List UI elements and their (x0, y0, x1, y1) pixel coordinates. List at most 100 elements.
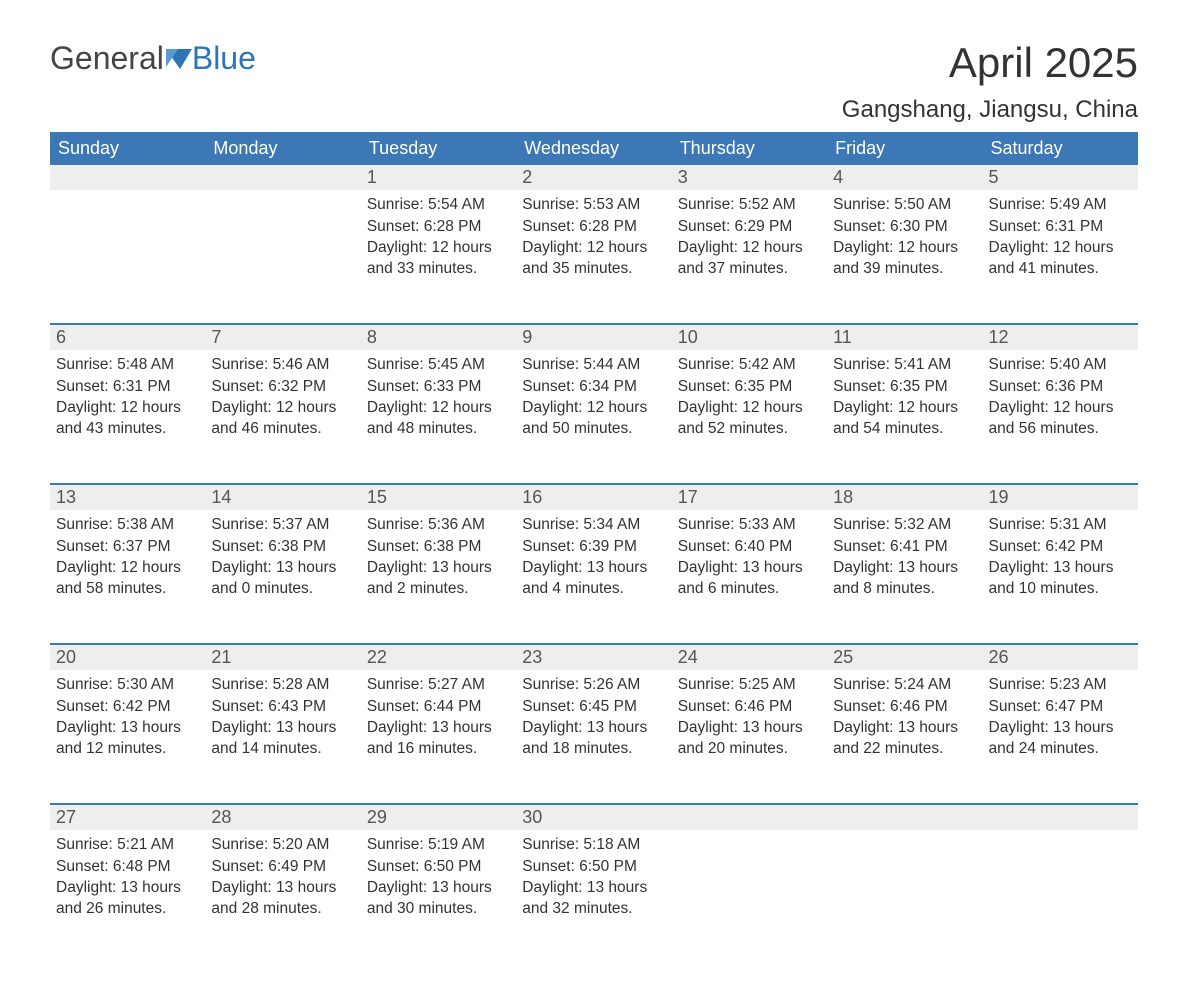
day-content-cell: Sunrise: 5:38 AMSunset: 6:37 PMDaylight:… (50, 510, 205, 644)
day-number-cell: 11 (827, 324, 982, 350)
day-content-cell: Sunrise: 5:25 AMSunset: 6:46 PMDaylight:… (672, 670, 827, 804)
daylight-line-2: and 39 minutes. (833, 258, 976, 279)
sunrise-line: Sunrise: 5:42 AM (678, 354, 821, 375)
sunset-line: Sunset: 6:28 PM (522, 216, 665, 237)
sunset-line: Sunset: 6:33 PM (367, 376, 510, 397)
daylight-line-2: and 46 minutes. (211, 418, 354, 439)
day-content-cell: Sunrise: 5:34 AMSunset: 6:39 PMDaylight:… (516, 510, 671, 644)
daylight-line-2: and 28 minutes. (211, 898, 354, 919)
daylight-line-2: and 30 minutes. (367, 898, 510, 919)
sunset-line: Sunset: 6:38 PM (367, 536, 510, 557)
sunset-line: Sunset: 6:28 PM (367, 216, 510, 237)
day-number-cell: 18 (827, 484, 982, 510)
day-number-cell (50, 165, 205, 190)
week-content-row: Sunrise: 5:54 AMSunset: 6:28 PMDaylight:… (50, 190, 1138, 324)
day-number: 17 (678, 487, 698, 507)
day-number-cell: 25 (827, 644, 982, 670)
day-number-cell: 21 (205, 644, 360, 670)
sunrise-line: Sunrise: 5:25 AM (678, 674, 821, 695)
daylight-line-1: Daylight: 13 hours (833, 557, 976, 578)
daylight-line-2: and 0 minutes. (211, 578, 354, 599)
daylight-line-2: and 41 minutes. (989, 258, 1132, 279)
sunset-line: Sunset: 6:44 PM (367, 696, 510, 717)
logo: General Blue (50, 40, 256, 77)
daylight-line-2: and 4 minutes. (522, 578, 665, 599)
daylight-line-2: and 26 minutes. (56, 898, 199, 919)
day-number-cell: 26 (983, 644, 1138, 670)
daylight-line-1: Daylight: 12 hours (522, 397, 665, 418)
daylight-line-1: Daylight: 12 hours (367, 237, 510, 258)
day-content-cell: Sunrise: 5:37 AMSunset: 6:38 PMDaylight:… (205, 510, 360, 644)
day-number: 10 (678, 327, 698, 347)
page-header: General Blue April 2025 Gangshang, Jiang… (50, 40, 1138, 124)
week-number-row: 12345 (50, 165, 1138, 190)
logo-flag-icon (166, 40, 192, 77)
day-content-cell (983, 830, 1138, 964)
day-header: Monday (205, 132, 360, 165)
day-number: 21 (211, 647, 231, 667)
day-content-cell: Sunrise: 5:46 AMSunset: 6:32 PMDaylight:… (205, 350, 360, 484)
daylight-line-1: Daylight: 12 hours (833, 237, 976, 258)
daylight-line-2: and 8 minutes. (833, 578, 976, 599)
page-subtitle: Gangshang, Jiangsu, China (842, 96, 1138, 124)
day-content-cell (205, 190, 360, 324)
sunset-line: Sunset: 6:40 PM (678, 536, 821, 557)
day-number: 27 (56, 807, 76, 827)
sunset-line: Sunset: 6:50 PM (367, 856, 510, 877)
daylight-line-2: and 16 minutes. (367, 738, 510, 759)
sunset-line: Sunset: 6:37 PM (56, 536, 199, 557)
day-number-cell: 14 (205, 484, 360, 510)
day-number: 24 (678, 647, 698, 667)
day-content-cell: Sunrise: 5:19 AMSunset: 6:50 PMDaylight:… (361, 830, 516, 964)
day-number-cell (827, 804, 982, 830)
day-number: 5 (989, 167, 999, 187)
sunrise-line: Sunrise: 5:40 AM (989, 354, 1132, 375)
sunrise-line: Sunrise: 5:37 AM (211, 514, 354, 535)
day-header: Friday (827, 132, 982, 165)
daylight-line-2: and 10 minutes. (989, 578, 1132, 599)
week-content-row: Sunrise: 5:48 AMSunset: 6:31 PMDaylight:… (50, 350, 1138, 484)
day-content-cell: Sunrise: 5:23 AMSunset: 6:47 PMDaylight:… (983, 670, 1138, 804)
sunset-line: Sunset: 6:29 PM (678, 216, 821, 237)
day-content-cell: Sunrise: 5:45 AMSunset: 6:33 PMDaylight:… (361, 350, 516, 484)
daylight-line-1: Daylight: 12 hours (367, 397, 510, 418)
sunrise-line: Sunrise: 5:24 AM (833, 674, 976, 695)
day-number: 15 (367, 487, 387, 507)
daylight-line-1: Daylight: 13 hours (833, 717, 976, 738)
sunrise-line: Sunrise: 5:45 AM (367, 354, 510, 375)
day-number-cell: 2 (516, 165, 671, 190)
sunrise-line: Sunrise: 5:36 AM (367, 514, 510, 535)
week-number-row: 27282930 (50, 804, 1138, 830)
daylight-line-2: and 20 minutes. (678, 738, 821, 759)
day-number-cell: 23 (516, 644, 671, 670)
daylight-line-2: and 56 minutes. (989, 418, 1132, 439)
day-number-cell: 28 (205, 804, 360, 830)
sunrise-line: Sunrise: 5:46 AM (211, 354, 354, 375)
day-content-cell: Sunrise: 5:20 AMSunset: 6:49 PMDaylight:… (205, 830, 360, 964)
daylight-line-2: and 32 minutes. (522, 898, 665, 919)
daylight-line-1: Daylight: 13 hours (56, 717, 199, 738)
daylight-line-1: Daylight: 13 hours (367, 717, 510, 738)
sunset-line: Sunset: 6:30 PM (833, 216, 976, 237)
sunset-line: Sunset: 6:39 PM (522, 536, 665, 557)
day-content-cell: Sunrise: 5:24 AMSunset: 6:46 PMDaylight:… (827, 670, 982, 804)
week-content-row: Sunrise: 5:38 AMSunset: 6:37 PMDaylight:… (50, 510, 1138, 644)
sunset-line: Sunset: 6:42 PM (56, 696, 199, 717)
day-content-cell (50, 190, 205, 324)
day-content-cell: Sunrise: 5:32 AMSunset: 6:41 PMDaylight:… (827, 510, 982, 644)
daylight-line-1: Daylight: 13 hours (522, 557, 665, 578)
day-number: 4 (833, 167, 843, 187)
day-content-cell: Sunrise: 5:21 AMSunset: 6:48 PMDaylight:… (50, 830, 205, 964)
sunrise-line: Sunrise: 5:27 AM (367, 674, 510, 695)
day-number-cell: 7 (205, 324, 360, 350)
day-content-cell: Sunrise: 5:54 AMSunset: 6:28 PMDaylight:… (361, 190, 516, 324)
day-number: 11 (833, 327, 852, 347)
day-content-cell: Sunrise: 5:27 AMSunset: 6:44 PMDaylight:… (361, 670, 516, 804)
logo-word-1: General (50, 40, 164, 77)
day-number: 23 (522, 647, 542, 667)
sunrise-line: Sunrise: 5:32 AM (833, 514, 976, 535)
sunset-line: Sunset: 6:38 PM (211, 536, 354, 557)
sunrise-line: Sunrise: 5:26 AM (522, 674, 665, 695)
day-content-cell: Sunrise: 5:31 AMSunset: 6:42 PMDaylight:… (983, 510, 1138, 644)
day-number-cell: 22 (361, 644, 516, 670)
